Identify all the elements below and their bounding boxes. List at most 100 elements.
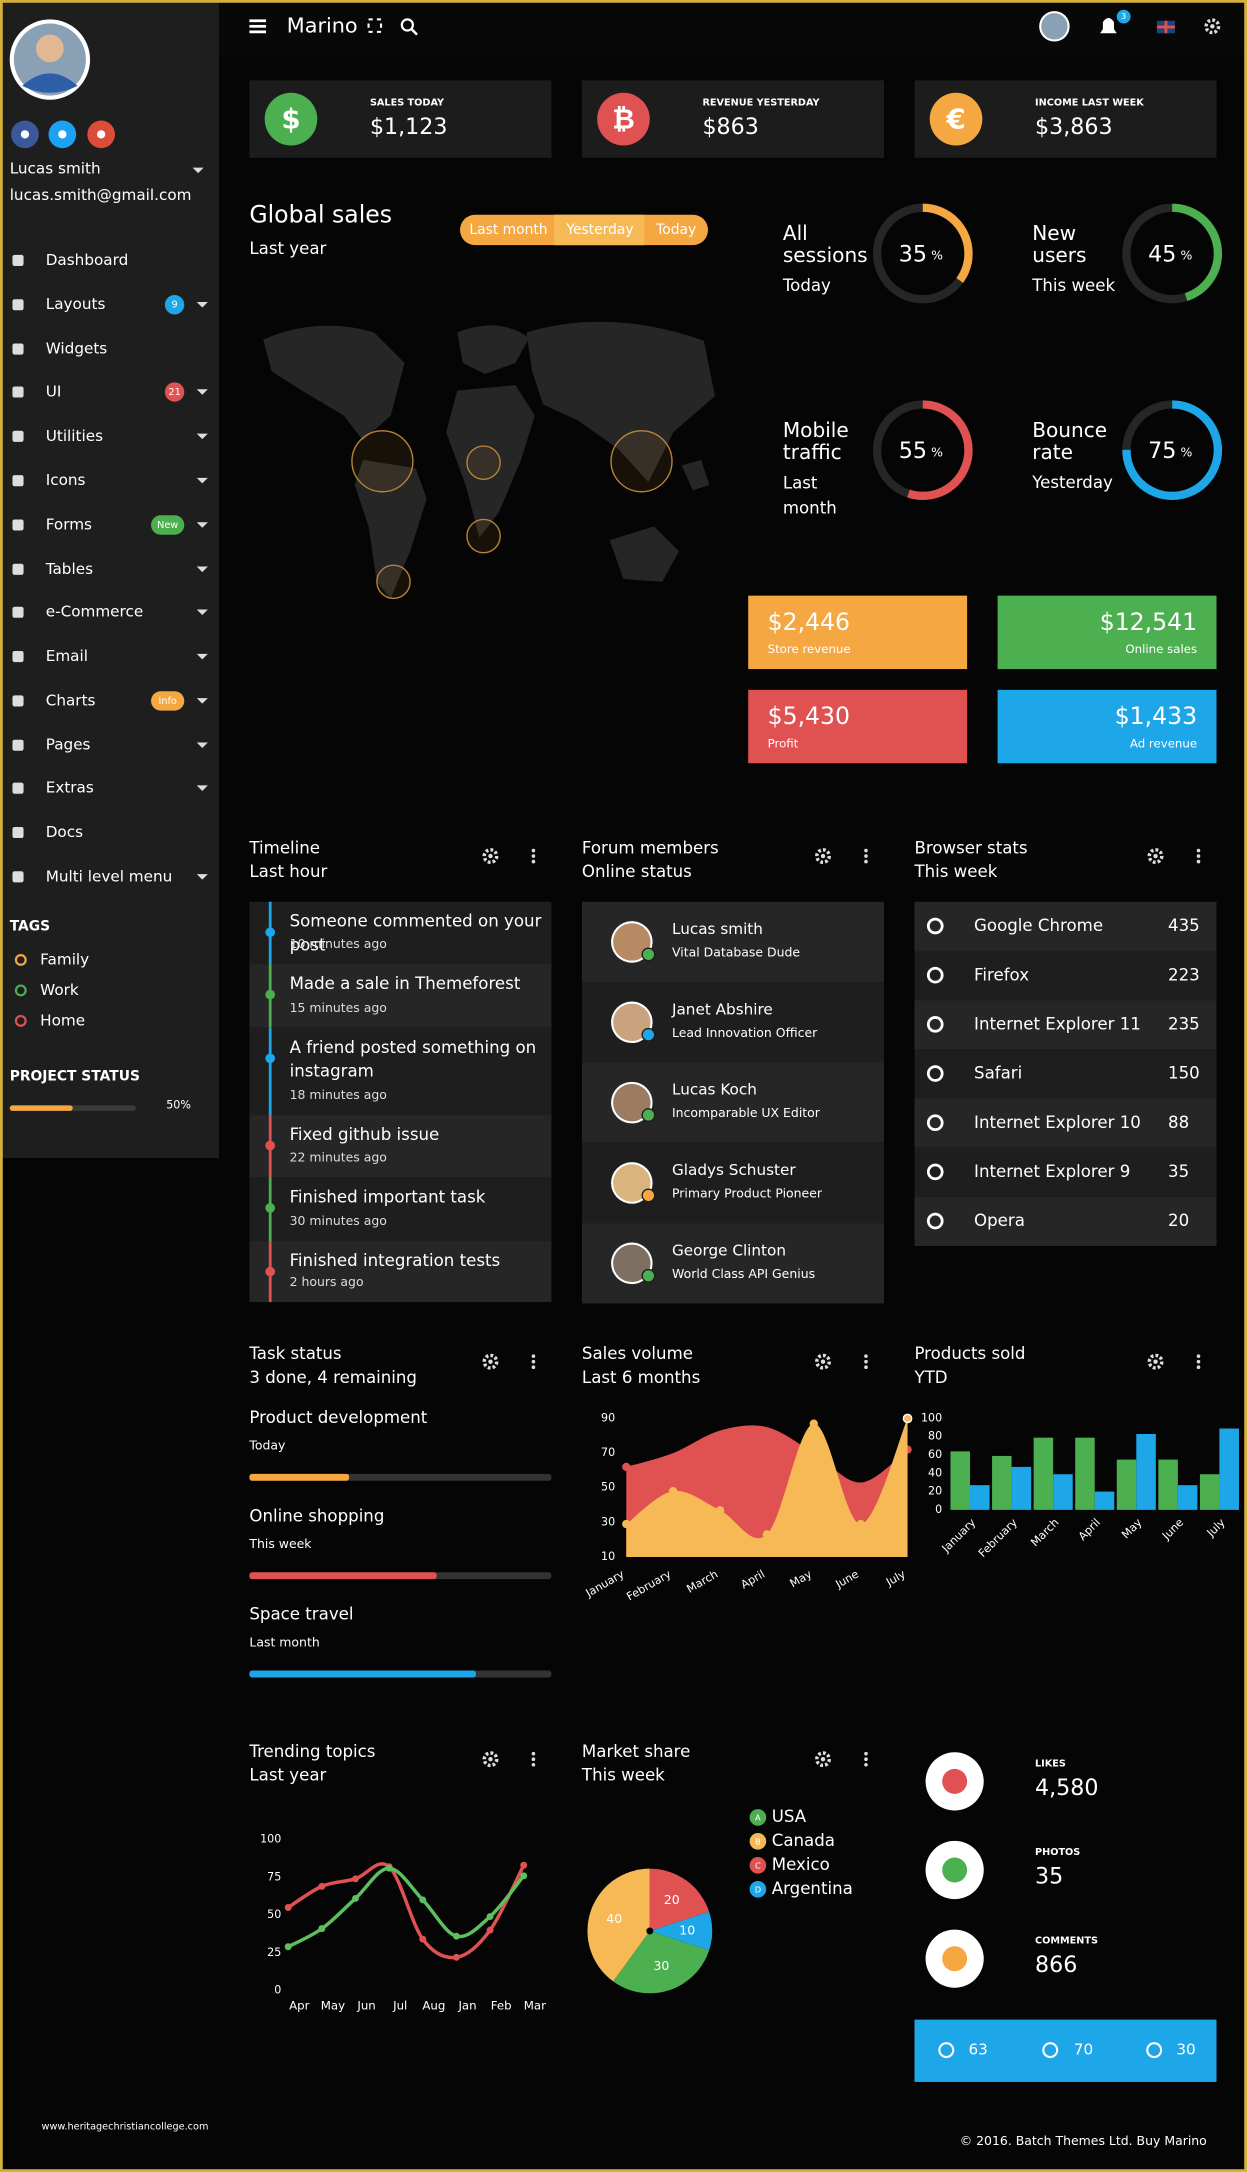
more-icon[interactable] — [531, 848, 536, 853]
tag-label[interactable]: Family — [40, 950, 89, 968]
settings-icon[interactable] — [815, 1353, 831, 1370]
account-avatar[interactable] — [1041, 13, 1068, 40]
caret[interactable] — [196, 301, 208, 308]
caret[interactable] — [196, 874, 208, 880]
caret[interactable] — [196, 433, 208, 440]
more-icon[interactable] — [864, 1762, 868, 1767]
legend-dot[interactable] — [749, 1880, 767, 1898]
member-avatar[interactable] — [613, 1083, 651, 1122]
y-tick-label: 50 — [601, 1481, 615, 1494]
settings-icon[interactable] — [482, 848, 499, 865]
settings-icon[interactable] — [482, 1353, 499, 1370]
caret[interactable] — [196, 477, 208, 484]
legend-dot[interactable] — [749, 1857, 767, 1874]
menu-item[interactable] — [0, 284, 219, 326]
caret[interactable] — [196, 698, 208, 704]
caret[interactable] — [196, 785, 208, 791]
legend-dot[interactable] — [749, 1833, 767, 1850]
tag-label[interactable]: Work — [40, 981, 79, 999]
settings-icon[interactable] — [1147, 848, 1164, 865]
caret[interactable] — [196, 522, 208, 528]
x-tick-label: Aug — [422, 1998, 445, 2012]
social-bar-icon[interactable] — [1146, 2042, 1163, 2059]
menu-toggle[interactable] — [249, 24, 267, 28]
more-icon[interactable] — [864, 1359, 868, 1364]
caret[interactable] — [196, 742, 208, 749]
more-icon[interactable] — [1196, 854, 1201, 858]
more-icon[interactable] — [531, 1354, 536, 1358]
legend-label[interactable]: USA — [772, 1807, 807, 1826]
more-icon[interactable] — [864, 1751, 868, 1756]
map-marker[interactable] — [466, 445, 501, 480]
more-icon[interactable] — [864, 1365, 868, 1369]
more-icon[interactable] — [531, 1359, 536, 1364]
menu-item[interactable] — [0, 416, 219, 458]
settings-icon[interactable] — [482, 1751, 499, 1768]
legend-dot[interactable] — [749, 1809, 767, 1826]
settings-icon[interactable] — [1147, 1353, 1164, 1370]
member-avatar[interactable] — [613, 1003, 651, 1041]
search-icon[interactable] — [400, 18, 415, 32]
browser-value: 88 — [1168, 1113, 1189, 1132]
menu-item[interactable] — [0, 549, 219, 591]
social-bar-icon[interactable] — [938, 2042, 955, 2059]
member-avatar[interactable] — [613, 1244, 651, 1283]
menu-item[interactable] — [0, 460, 219, 502]
fullscreen-icon[interactable] — [367, 18, 383, 33]
social-bar-icon[interactable] — [1042, 2042, 1059, 2059]
more-icon[interactable] — [531, 859, 536, 864]
more-icon[interactable] — [864, 848, 868, 853]
tab[interactable]: Today — [655, 222, 696, 238]
map-marker[interactable] — [351, 430, 414, 493]
timeline-dot — [265, 1140, 276, 1151]
social-stat-icon — [942, 1857, 968, 1883]
menu-item[interactable] — [0, 371, 219, 413]
tab[interactable]: Last month — [469, 222, 547, 238]
menu-toggle[interactable] — [249, 30, 267, 34]
more-icon[interactable] — [864, 859, 868, 864]
caret[interactable] — [196, 653, 208, 660]
member-avatar[interactable] — [613, 923, 651, 961]
tag-label[interactable]: Home — [40, 1011, 85, 1029]
legend-label[interactable]: Canada — [772, 1831, 835, 1850]
more-icon[interactable] — [531, 1751, 536, 1756]
more-icon[interactable] — [1196, 1354, 1201, 1358]
map-marker[interactable] — [466, 518, 501, 554]
caret[interactable] — [196, 609, 208, 616]
caret[interactable] — [192, 167, 204, 174]
caret[interactable] — [196, 389, 208, 395]
menu-item[interactable] — [0, 504, 219, 546]
settings-icon[interactable] — [1204, 18, 1221, 35]
menu-item[interactable] — [0, 812, 219, 854]
settings-icon[interactable] — [815, 1751, 831, 1768]
legend-label[interactable]: Argentina — [772, 1879, 853, 1898]
more-icon[interactable] — [531, 1762, 536, 1767]
menu-item[interactable] — [0, 328, 219, 370]
menu-item[interactable] — [0, 724, 219, 766]
map-marker[interactable] — [610, 430, 673, 493]
tab[interactable]: Yesterday — [565, 222, 633, 238]
social-bar-count: 30 — [1176, 2041, 1195, 2059]
caret[interactable] — [196, 566, 208, 573]
member-avatar[interactable] — [613, 1164, 651, 1202]
menu-item[interactable] — [0, 680, 219, 722]
more-icon[interactable] — [531, 1757, 536, 1762]
menu-item[interactable] — [0, 767, 219, 809]
notification-icon[interactable] — [1100, 18, 1117, 34]
panel-subtitle: Last 6 months — [582, 1368, 700, 1387]
more-icon[interactable] — [864, 1354, 868, 1358]
point — [385, 1864, 393, 1872]
menu-toggle[interactable] — [249, 19, 267, 23]
more-icon[interactable] — [1196, 848, 1201, 853]
more-icon[interactable] — [1196, 1359, 1201, 1364]
more-icon[interactable] — [1196, 1365, 1201, 1369]
map-marker[interactable] — [376, 564, 411, 600]
more-icon[interactable] — [864, 854, 868, 858]
more-icon[interactable] — [531, 854, 536, 858]
more-icon[interactable] — [531, 1365, 536, 1369]
menu-item[interactable] — [0, 636, 219, 678]
more-icon[interactable] — [1196, 859, 1201, 864]
settings-icon[interactable] — [815, 848, 831, 865]
legend-label[interactable]: Mexico — [772, 1855, 830, 1874]
more-icon[interactable] — [864, 1757, 868, 1762]
